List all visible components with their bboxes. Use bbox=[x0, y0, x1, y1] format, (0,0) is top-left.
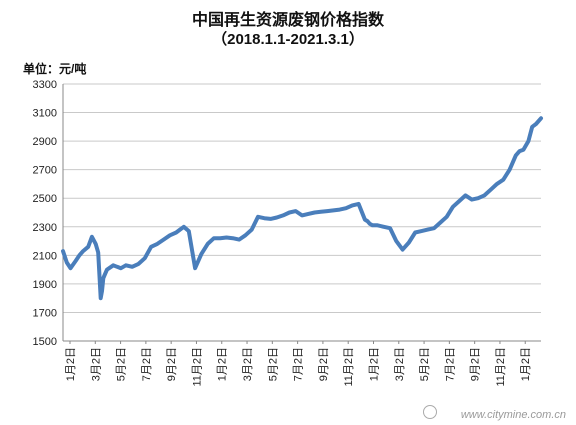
x-tick-label: 5月2日 bbox=[419, 347, 431, 381]
watermark-text: www.citymine.com.cn bbox=[460, 409, 566, 421]
x-tick-label: 5月2日 bbox=[116, 347, 128, 381]
y-axis: 1500 1700 1900 2100 2300 2500 2700 2900 3100 3300 bbox=[33, 79, 64, 348]
y-tick-label: 2900 bbox=[33, 136, 57, 148]
y-tick-label: 3300 bbox=[33, 79, 57, 91]
x-tick-label: 1月2日 bbox=[65, 347, 77, 381]
chart-title: 中国再生资源废钢价格指数 bbox=[191, 10, 384, 29]
x-tick-label: 7月2日 bbox=[444, 347, 456, 381]
x-tick-label: 3月2日 bbox=[90, 347, 102, 381]
watermark-logo-icon bbox=[423, 405, 437, 419]
x-tick-label: 5月2日 bbox=[267, 347, 279, 381]
x-tick-label: 7月2日 bbox=[293, 347, 305, 381]
gridlines bbox=[63, 83, 541, 342]
x-tick-label: 1月2日 bbox=[368, 347, 380, 381]
x-axis: 1月2日 3月2日 5月2日 7月2日 9月2日 11月2日 1月2日 3月2日 5月2日 7月2… bbox=[63, 340, 541, 387]
x-tick-label: 11月2日 bbox=[191, 347, 203, 387]
series-lines bbox=[61, 116, 543, 301]
y-tick-label: 2300 bbox=[33, 222, 57, 234]
x-tick-label: 9月2日 bbox=[318, 347, 330, 381]
x-tick-label: 7月2日 bbox=[141, 347, 153, 381]
chart-subtitle: （2018.1.1-2021.3.1） bbox=[212, 31, 364, 48]
y-tick-label: 3100 bbox=[33, 108, 57, 120]
x-tick-label: 1月2日 bbox=[217, 347, 229, 381]
y-tick-label: 2100 bbox=[33, 250, 57, 262]
y-tick-label: 2700 bbox=[33, 165, 57, 177]
x-tick-label: 1月2日 bbox=[520, 347, 532, 381]
x-tick-label: 9月2日 bbox=[470, 347, 482, 381]
y-tick-label: 1900 bbox=[33, 279, 57, 291]
y-tick-label: 2500 bbox=[33, 193, 57, 205]
y-tick-label: 1500 bbox=[33, 336, 57, 348]
x-tick-label: 9月2日 bbox=[166, 347, 178, 381]
y-tick-label: 1700 bbox=[33, 307, 57, 319]
x-tick-label: 11月2日 bbox=[495, 347, 507, 387]
x-tick-label: 11月2日 bbox=[343, 347, 355, 387]
y-axis-unit-label: 单位：元/吨 bbox=[23, 62, 87, 76]
x-tick-label: 3月2日 bbox=[394, 347, 406, 381]
x-tick-label: 3月2日 bbox=[242, 347, 254, 381]
series-line-0 bbox=[61, 116, 543, 301]
